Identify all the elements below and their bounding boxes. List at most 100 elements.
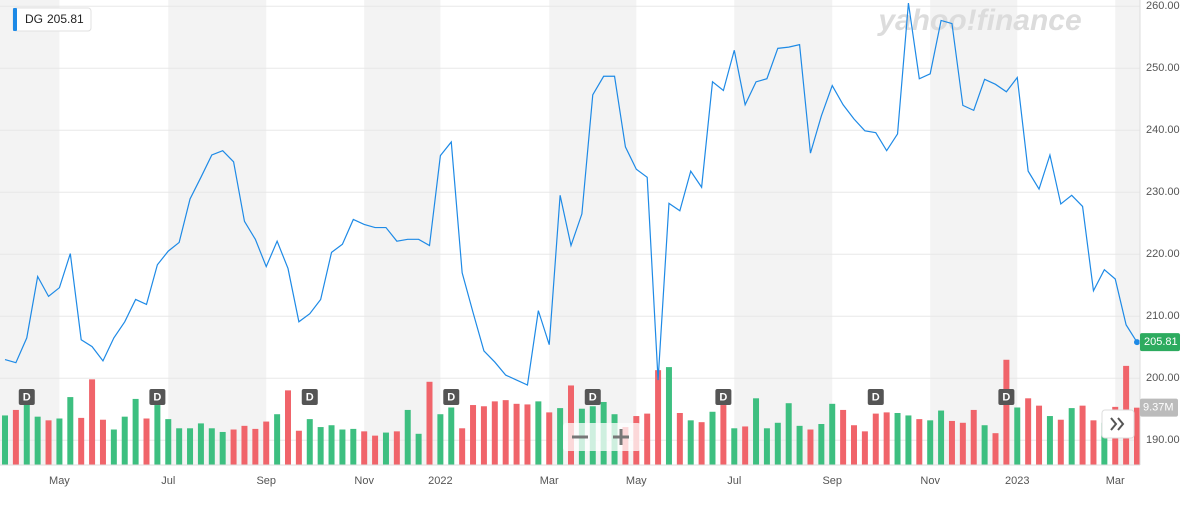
period-band xyxy=(168,0,267,465)
volume-bar xyxy=(404,409,411,465)
volume-bar xyxy=(905,415,912,465)
badge-accent xyxy=(13,8,17,31)
volume-bar xyxy=(230,429,237,465)
last-point xyxy=(1134,339,1140,346)
volume-bar xyxy=(56,418,63,465)
volume-bar xyxy=(165,419,172,465)
dividend-label: D xyxy=(1002,391,1010,403)
price-line xyxy=(4,3,1138,386)
volume-bar xyxy=(393,431,400,465)
volume-bar xyxy=(883,412,890,465)
volume-bar xyxy=(187,428,194,465)
volume-bar xyxy=(208,428,215,465)
volume-bar xyxy=(981,425,988,465)
volume-bar xyxy=(513,403,520,465)
dividend-marker xyxy=(301,389,318,405)
period-band xyxy=(0,0,60,465)
volume-bar xyxy=(655,370,662,465)
volume-bar xyxy=(829,403,836,465)
x-tick-label: 2023 xyxy=(1005,475,1029,487)
last-price: 205.81 xyxy=(47,12,84,26)
volume-bar xyxy=(502,400,509,465)
dividend-label: D xyxy=(153,391,161,403)
volume-bar xyxy=(763,428,770,465)
volume-bar xyxy=(252,428,259,465)
volume-bar xyxy=(12,409,19,465)
volume-bar xyxy=(709,411,716,465)
volume-bar xyxy=(339,429,346,465)
volume-bar xyxy=(720,405,727,465)
volume-bar xyxy=(774,422,781,465)
volume-bar xyxy=(45,420,52,465)
chevron xyxy=(1117,417,1125,431)
dividend-marker xyxy=(18,389,35,405)
volume-bar xyxy=(1068,408,1075,465)
period-bands xyxy=(0,0,1140,465)
legend-badge: DG 205.81 xyxy=(12,7,92,32)
volume-bar xyxy=(1090,420,1097,465)
volume-bar xyxy=(121,416,128,465)
volume-bar xyxy=(992,433,999,465)
volume-bar xyxy=(535,401,542,465)
x-tick-label: Sep xyxy=(256,475,276,487)
volume-bar xyxy=(470,405,477,465)
volume-bar xyxy=(78,417,85,465)
volume-bar xyxy=(796,425,803,465)
last-price-label: 205.81 xyxy=(1144,336,1178,348)
volume-bar xyxy=(948,420,955,465)
volume-bar xyxy=(89,379,96,465)
scroll-to-end[interactable] xyxy=(1101,409,1135,439)
volume-bar xyxy=(557,408,564,465)
volume-bar xyxy=(807,429,814,465)
price-line xyxy=(4,3,1140,386)
y-tick-label: 230.00 xyxy=(1146,186,1180,198)
volume-bar xyxy=(132,398,139,465)
volume-bar xyxy=(491,401,498,465)
dividend-label: D xyxy=(719,391,727,403)
volume-bar xyxy=(67,397,74,465)
volume-bar xyxy=(295,430,302,465)
volume-bar xyxy=(350,428,357,465)
x-tick-label: Mar xyxy=(1106,475,1125,487)
volume-bar xyxy=(861,431,868,465)
volume-bar xyxy=(742,426,749,465)
x-tick-label: Mar xyxy=(540,475,559,487)
y-tick-label: 250.00 xyxy=(1146,62,1180,74)
volume-bar xyxy=(1046,416,1053,465)
zoom-controls xyxy=(563,423,641,451)
volume-bar xyxy=(698,422,705,465)
volume-bar xyxy=(1036,405,1043,465)
volume-bar xyxy=(818,424,825,465)
volume-bar xyxy=(219,431,226,465)
period-band xyxy=(549,0,637,465)
x-tick-label: Jul xyxy=(161,475,175,487)
scroll-button[interactable] xyxy=(1101,409,1135,439)
y-tick-label: 190.00 xyxy=(1146,434,1180,446)
volume-bar xyxy=(317,427,324,465)
dividend-marker xyxy=(584,389,601,405)
volume-bar xyxy=(241,425,248,465)
volume-bar xyxy=(546,412,553,465)
dividend-marker xyxy=(867,389,884,405)
volume-bar xyxy=(143,418,150,465)
volume-bar xyxy=(970,409,977,465)
x-tick-label: Nov xyxy=(920,475,940,487)
x-tick-label: May xyxy=(49,475,70,487)
volume-bar xyxy=(372,435,379,465)
volume-bar xyxy=(361,431,368,465)
volume-label: 9.37M xyxy=(1143,402,1174,414)
y-tick-label: 220.00 xyxy=(1146,248,1180,260)
x-tick-label: May xyxy=(626,475,647,487)
volume-bar xyxy=(176,428,183,465)
volume-bar xyxy=(524,404,531,465)
period-band xyxy=(734,0,833,465)
dividend-label: D xyxy=(872,391,880,403)
volume-bar xyxy=(110,429,117,465)
y-tick-label: 260.00 xyxy=(1146,0,1180,12)
volume-bar xyxy=(197,423,204,465)
volume-bar xyxy=(99,419,106,465)
volume-bar xyxy=(34,416,41,465)
dividend-marker xyxy=(715,389,732,405)
dividend-label: D xyxy=(23,391,31,403)
